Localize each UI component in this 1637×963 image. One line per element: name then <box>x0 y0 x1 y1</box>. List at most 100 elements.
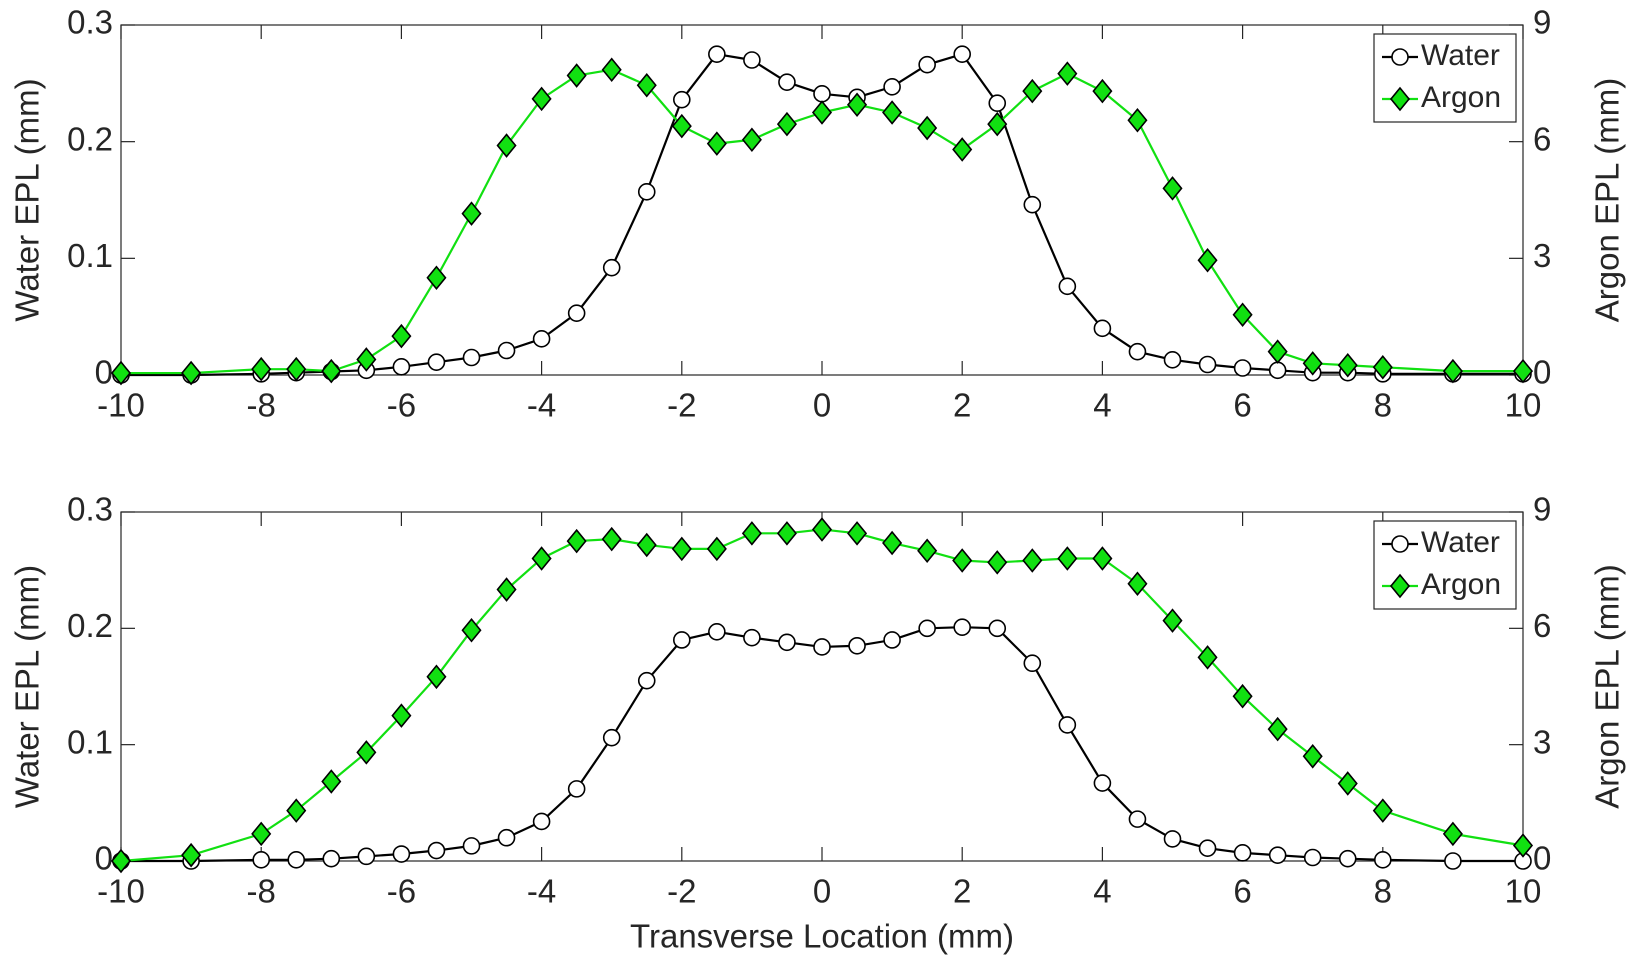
data-point <box>776 521 797 546</box>
data-point <box>601 526 622 552</box>
data-point <box>496 577 517 602</box>
data-point <box>1163 830 1182 848</box>
data-point <box>813 85 831 103</box>
x-tick-label: -6 <box>387 387 416 424</box>
x-tick-label: 10 <box>1505 387 1542 424</box>
legend-text: Argon <box>1421 568 1501 601</box>
data-point <box>1163 351 1182 369</box>
x-tick-label: -4 <box>527 387 556 424</box>
data-point <box>671 536 692 562</box>
data-point <box>462 837 481 855</box>
x-tick-label: 10 <box>1505 873 1542 910</box>
y-axis-label: Water EPL (mm) <box>9 78 46 321</box>
data-point <box>566 528 587 554</box>
y2-axis-label: Argon EPL (mm) <box>1589 564 1626 809</box>
legend-text: Water <box>1421 39 1500 72</box>
data-point <box>672 90 691 109</box>
data-point <box>882 530 903 556</box>
data-point <box>1374 851 1392 869</box>
data-point <box>462 348 481 367</box>
data-point <box>252 851 271 869</box>
x-tick-label: 2 <box>953 387 971 424</box>
legend-text: Argon <box>1421 81 1501 114</box>
data-point <box>1162 608 1183 633</box>
data-point <box>1197 248 1218 273</box>
data-point <box>917 115 938 141</box>
data-point <box>883 631 901 649</box>
data-point <box>811 517 833 542</box>
data-point <box>391 703 412 728</box>
x-tick-label: 0 <box>813 387 831 424</box>
x-tick-label: 4 <box>1093 387 1111 424</box>
legend-marker <box>1391 48 1409 66</box>
legend-text: Water <box>1421 526 1500 559</box>
data-point <box>566 63 587 88</box>
x-axis-label: Transverse Location (mm) <box>630 918 1014 955</box>
y-tick-label: 0.2 <box>67 607 113 644</box>
data-point <box>882 100 903 125</box>
data-point <box>706 536 727 562</box>
data-point <box>531 546 552 571</box>
data-point <box>251 821 272 847</box>
data-point <box>356 740 377 765</box>
data-point <box>1232 683 1253 709</box>
data-point <box>741 521 762 546</box>
data-point <box>672 631 691 649</box>
x-tick-label: 0 <box>813 873 831 910</box>
data-point <box>813 638 831 656</box>
y2-axis-label: Argon EPL (mm) <box>1589 78 1626 323</box>
data-point <box>287 851 306 869</box>
x-tick-label: 2 <box>953 873 971 910</box>
data-point <box>1128 342 1147 361</box>
data-point <box>426 265 447 291</box>
data-point <box>988 94 1007 112</box>
data-point <box>706 131 727 156</box>
data-point <box>1093 774 1112 792</box>
data-point <box>952 548 973 573</box>
y2-tick-label: 0 <box>1533 840 1551 877</box>
data-point <box>567 780 586 798</box>
data-point <box>1198 355 1217 374</box>
data-point <box>1093 319 1112 338</box>
y-tick-label: 0 <box>95 840 113 877</box>
data-point <box>567 304 586 322</box>
data-point <box>322 849 341 868</box>
data-point <box>321 769 342 794</box>
data-point <box>708 623 726 641</box>
data-point <box>917 538 938 564</box>
data-point <box>532 812 551 831</box>
data-point <box>1268 846 1287 864</box>
x-tick-label: -10 <box>97 387 145 424</box>
data-point <box>392 358 411 376</box>
data-point <box>1337 353 1358 378</box>
data-point <box>391 323 412 349</box>
data-point <box>1233 359 1252 377</box>
data-point <box>1372 798 1393 823</box>
data-point <box>1057 546 1078 571</box>
data-point <box>251 356 272 382</box>
x-tick-label: -2 <box>667 873 696 910</box>
y-tick-label: 0.1 <box>67 723 113 760</box>
data-point <box>427 353 446 371</box>
data-point <box>532 330 551 348</box>
data-point <box>601 57 622 82</box>
data-point <box>1232 302 1253 327</box>
data-point <box>497 341 516 360</box>
y2-tick-label: 9 <box>1533 4 1551 41</box>
y2-tick-label: 9 <box>1533 491 1551 528</box>
data-point <box>1233 844 1252 862</box>
data-point <box>110 848 132 874</box>
data-point <box>1267 716 1288 742</box>
data-point <box>426 664 447 690</box>
data-point <box>847 92 868 117</box>
y-tick-label: 0.3 <box>67 491 113 528</box>
data-point <box>1023 195 1042 214</box>
data-point <box>286 356 307 382</box>
data-point <box>1058 277 1077 296</box>
data-point <box>496 133 517 158</box>
data-point <box>602 258 621 277</box>
y-tick-label: 0.2 <box>67 120 113 157</box>
data-point <box>1022 78 1043 104</box>
data-point <box>1022 548 1043 573</box>
